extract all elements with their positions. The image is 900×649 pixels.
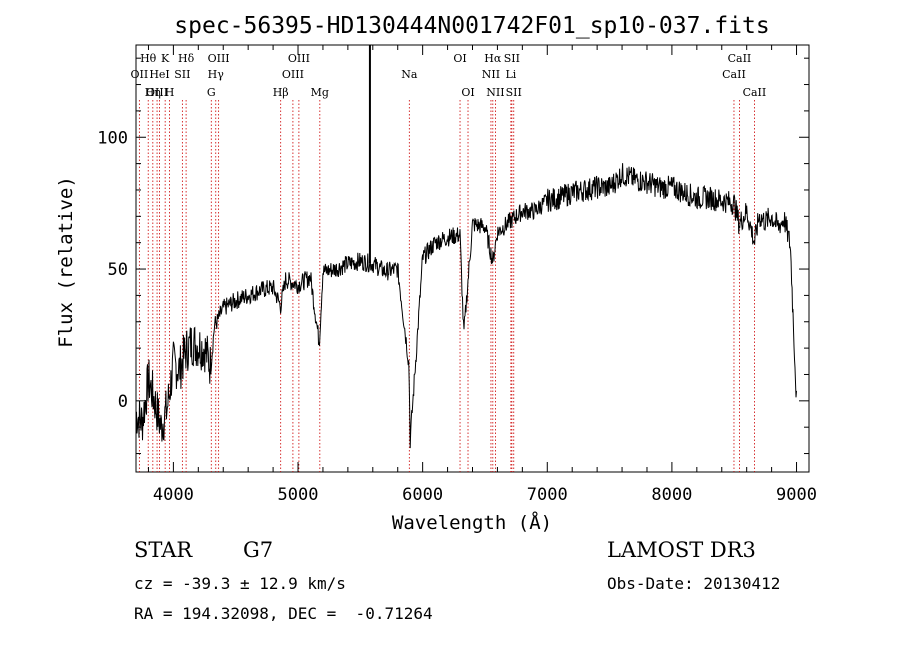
line-marker-label-4: HeI (149, 68, 169, 81)
line-marker-label-14: Hβ (273, 86, 289, 99)
line-marker-label-18: OI (461, 86, 474, 99)
survey-name: LAMOST DR3 (607, 538, 756, 562)
line-marker-label-9: OIII (208, 52, 230, 65)
y-tick-label-2: 100 (97, 128, 128, 148)
line-marker-label-10: Hγ (208, 68, 225, 81)
line-marker-label-17: OI (453, 52, 466, 65)
line-marker-label-11: G (207, 86, 216, 99)
line-marker-label-27: CaII (743, 86, 767, 99)
line-marker-label-25: CaII (728, 52, 752, 65)
line-marker-label-1: OII (131, 68, 149, 81)
x-tick-label-2: 6000 (402, 485, 443, 505)
line-marker-label-20: NII (482, 68, 500, 81)
x-tick-label-3: 7000 (527, 485, 568, 505)
line-marker-label-23: Li (505, 68, 516, 81)
axis-ticks: 4000 5000 6000 7000 8000 9000 0 50 100 (97, 45, 817, 505)
x-tick-label-1: 5000 (278, 485, 319, 505)
x-tick-label-4: 8000 (651, 485, 692, 505)
object-subclass: G7 (243, 538, 274, 562)
x-tick-label-0: 4000 (153, 485, 194, 505)
x-axis-label: Wavelength (Å) (392, 511, 552, 534)
line-marker-label-7: SII (174, 68, 190, 81)
line-marker-label-2: OIII (146, 86, 168, 99)
y-axis-label: Flux (relative) (55, 176, 77, 348)
line-marker-label-24: SII (506, 86, 522, 99)
line-marker-label-3: K (161, 52, 170, 65)
line-marker-label-15: Mg (311, 86, 329, 99)
observation-date: Obs-Date: 20130412 (607, 574, 781, 593)
line-marker-label-26: CaII (722, 68, 746, 81)
line-marker-label-13: OIII (282, 68, 304, 81)
line-marker-label-8: H (165, 86, 175, 99)
line-marker-label-5: Hη (145, 86, 161, 99)
object-class: STAR (134, 538, 193, 562)
coordinates: RA = 194.32098, DEC = -0.71264 (134, 604, 433, 623)
line-marker-label-16: Na (401, 68, 418, 81)
line-marker-label-22: SII (504, 52, 520, 65)
spectrum-series (135, 45, 797, 449)
line-marker-label-6: Hδ (178, 52, 195, 65)
line-marker-label-12: OIII (288, 52, 310, 65)
plot-frame (135, 44, 810, 473)
spectrum-line (135, 163, 797, 449)
x-tick-label-5: 9000 (776, 485, 817, 505)
y-tick-label-1: 50 (108, 260, 128, 280)
y-tick-label-0: 0 (118, 392, 128, 412)
redshift-velocity: cz = -39.3 ± 12.9 km/s (134, 574, 346, 593)
line-marker-label-0: Hθ (140, 52, 157, 65)
line-marker-label-19: Hα (484, 52, 502, 65)
line-marker-label-21: NII (486, 86, 504, 99)
chart-title: spec-56395-HD130444N001742F01_sp10-037.f… (174, 13, 769, 39)
